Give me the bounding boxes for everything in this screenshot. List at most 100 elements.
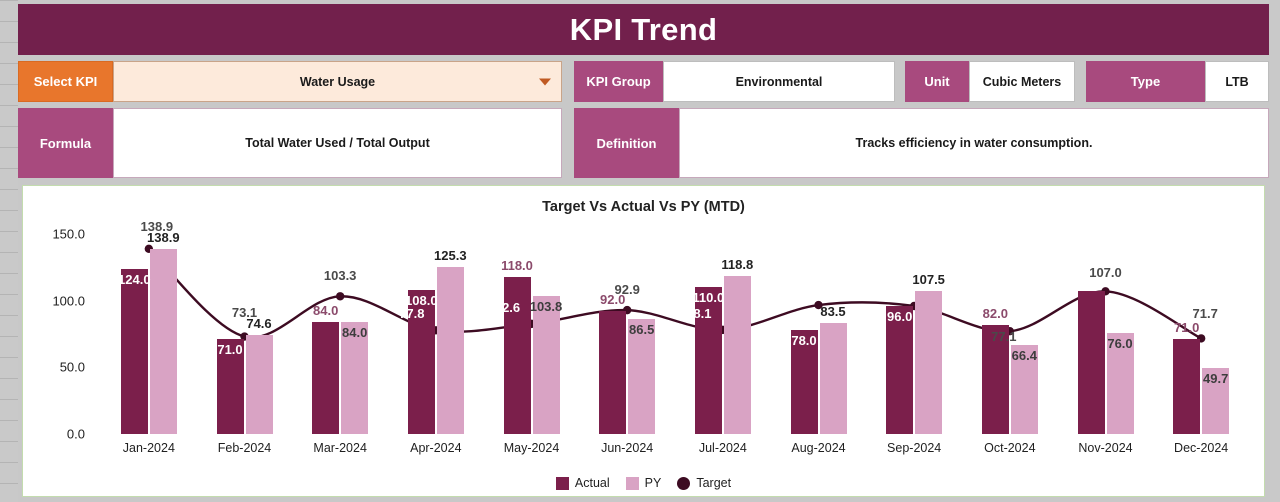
bar-label-py: 103.8: [529, 298, 563, 314]
bar-py[interactable]: [436, 266, 464, 434]
x-axis-tick: Jul-2024: [698, 441, 747, 455]
target-point-label: 107.0: [1089, 265, 1122, 281]
select-kpi-dropdown[interactable]: Water Usage: [113, 61, 562, 102]
gutter-row-divider: [0, 210, 18, 211]
x-axis-tick: Jun-2024: [601, 441, 654, 455]
bar-actual[interactable]: [790, 330, 818, 434]
bar-label-py: 76.0: [1107, 335, 1133, 351]
gutter-row-divider: [0, 252, 18, 253]
legend-item-py[interactable]: PY: [625, 476, 662, 490]
bar-label-actual: 108.0: [405, 293, 438, 308]
gutter-row-divider: [0, 168, 18, 169]
gutter-row-divider: [0, 231, 18, 232]
bar-label-py: 118.8: [721, 256, 754, 272]
bar-label-actual: 118.0: [501, 257, 533, 273]
gutter-row-divider: [0, 441, 18, 442]
legend-swatch-target-icon: [677, 476, 691, 490]
target-point-label: 82.6: [494, 299, 521, 315]
legend-label: PY: [644, 476, 662, 490]
chevron-down-icon[interactable]: [539, 78, 551, 85]
bar-actual[interactable]: [981, 324, 1009, 434]
bar-actual[interactable]: [503, 276, 531, 434]
gutter-row-divider: [0, 399, 18, 400]
x-axis-tick: May-2024: [503, 441, 560, 455]
select-kpi-value: Water Usage: [299, 74, 376, 89]
bar-label-py: 49.7: [1203, 370, 1229, 386]
bar-actual[interactable]: [1077, 291, 1105, 434]
x-axis-tick: Sep-2024: [887, 441, 942, 455]
formula-value: Total Water Used / Total Output: [113, 108, 562, 178]
gutter-row-divider: [0, 315, 18, 316]
x-axis-tick: Feb-2024: [217, 441, 272, 455]
legend-item-actual[interactable]: Actual: [555, 476, 610, 490]
kpi-group-label: KPI Group: [574, 61, 663, 102]
gutter-row-divider: [0, 63, 18, 64]
legend-label: Target: [696, 476, 732, 490]
x-axis-tick: Dec-2024: [1174, 441, 1229, 455]
legend-label: Actual: [574, 476, 610, 490]
definition-label: Definition: [574, 108, 679, 178]
x-axis-tick: Aug-2024: [791, 441, 846, 455]
definition-value: Tracks efficiency in water consumption.: [679, 108, 1269, 178]
bar-label-actual: 78.0: [791, 333, 817, 348]
gutter-row-divider: [0, 420, 18, 421]
gutter-row-divider: [0, 378, 18, 379]
target-point-label: 73.1: [231, 304, 258, 320]
spreadsheet-right-gutter: [1270, 0, 1280, 502]
bar-actual[interactable]: [407, 290, 435, 434]
bar-actual[interactable]: [312, 322, 340, 434]
bar-py[interactable]: [819, 322, 847, 434]
gutter-row-divider: [0, 357, 18, 358]
bar-label-py: 86.5: [629, 321, 655, 337]
x-axis-tick: Mar-2024: [313, 441, 367, 455]
gutter-row-divider: [0, 483, 18, 484]
target-point-marker[interactable]: [335, 292, 345, 301]
bar-py[interactable]: [628, 318, 656, 434]
gutter-row-divider: [0, 189, 18, 190]
bar-actual[interactable]: [599, 311, 627, 434]
gutter-row-divider: [0, 84, 18, 85]
page-title-banner: KPI Trend: [18, 4, 1269, 55]
bar-py[interactable]: [245, 334, 273, 434]
bar-py[interactable]: [1202, 367, 1230, 434]
bar-py[interactable]: [1106, 332, 1134, 434]
bar-label-py: 125.3: [434, 247, 467, 263]
target-point-label: 92.9: [614, 282, 640, 298]
x-axis-tick: Jan-2024: [122, 441, 175, 455]
bar-actual[interactable]: [1173, 339, 1201, 434]
bar-label-py: 84.0: [342, 325, 368, 340]
y-axis-tick: 150.0: [52, 226, 85, 242]
bar-actual[interactable]: [120, 268, 148, 434]
type-label: Type: [1086, 61, 1205, 102]
gutter-row-divider: [0, 21, 18, 22]
bar-label-actual: 96.0: [887, 309, 913, 324]
bar-py[interactable]: [532, 295, 560, 434]
bar-py[interactable]: [1010, 345, 1038, 434]
bar-py[interactable]: [149, 248, 177, 434]
chart-title: Target Vs Actual Vs PY (MTD): [542, 199, 745, 215]
legend-swatch-py-icon: [625, 476, 639, 490]
page-title: KPI Trend: [569, 11, 718, 47]
target-point-label: 138.9: [140, 218, 174, 234]
bar-actual[interactable]: [216, 339, 244, 434]
bar-actual[interactable]: [694, 287, 722, 434]
chart-panel: Target Vs Actual Vs PY (MTD) 0.0 50.0 100.…: [22, 185, 1265, 497]
y-axis-tick: 0.0: [66, 426, 85, 442]
legend-item-target[interactable]: Target: [677, 476, 731, 490]
gutter-row-divider: [0, 147, 18, 148]
bar-label-actual: 71.0: [217, 342, 243, 358]
bar-label-py: 107.5: [912, 271, 945, 287]
x-axis-tick: Apr-2024: [410, 441, 462, 455]
bar-py[interactable]: [341, 322, 369, 434]
target-point-label: 71.7: [1192, 306, 1218, 322]
target-point-label: 78.1: [686, 305, 712, 321]
gutter-row-divider: [0, 294, 18, 295]
target-point-label: 77.8: [399, 306, 425, 322]
bar-py[interactable]: [915, 290, 943, 434]
gutter-row-divider: [0, 462, 18, 463]
gutter-row-divider: [0, 273, 18, 274]
target-line-path: [147, 247, 1203, 340]
bar-label-actual: 124.0: [118, 271, 151, 287]
bar-actual[interactable]: [886, 306, 914, 434]
bar-py[interactable]: [723, 275, 751, 434]
